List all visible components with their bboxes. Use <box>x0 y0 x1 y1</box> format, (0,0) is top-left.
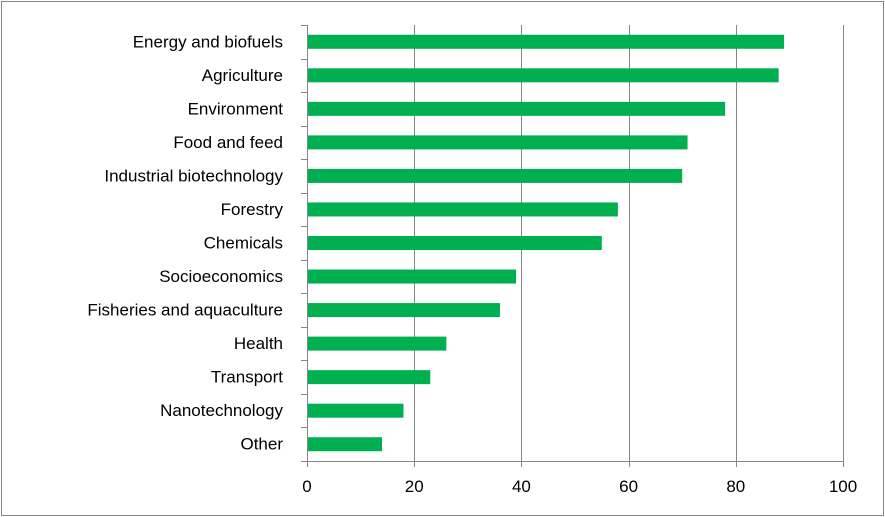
bar-12 <box>307 437 383 452</box>
axes <box>301 25 844 467</box>
bar-6 <box>307 236 602 250</box>
bars <box>307 34 785 452</box>
x-tick-label-0: 0 <box>302 477 311 496</box>
bar-10 <box>307 370 431 385</box>
category-label-0: Energy and biofuels <box>133 32 283 51</box>
bar-7 <box>307 269 517 284</box>
bar-1 <box>307 68 779 83</box>
category-label-6: Chemicals <box>204 234 283 253</box>
bar-11 <box>307 403 404 418</box>
category-label-9: Health <box>234 334 283 353</box>
x-tick-label-100: 100 <box>829 477 857 496</box>
category-label-10: Transport <box>211 368 283 387</box>
bar-3 <box>307 135 688 150</box>
category-label-3: Food and feed <box>173 133 283 152</box>
category-label-12: Other <box>240 435 283 454</box>
tick-labels: 0 20 40 60 80 100 <box>302 477 857 496</box>
category-label-4: Industrial biotechnology <box>104 166 283 185</box>
bar-8 <box>307 303 500 318</box>
category-label-2: Environment <box>188 99 284 118</box>
category-label-7: Socioeconomics <box>159 267 283 286</box>
x-tick-label-40: 40 <box>512 477 531 496</box>
category-label-11: Nanotechnology <box>160 401 283 420</box>
bar-2 <box>307 101 726 116</box>
x-tick-label-80: 80 <box>726 477 745 496</box>
category-label-8: Fisheries and aquaculture <box>87 301 283 320</box>
category-labels: Energy and biofuels Agriculture Environmen… <box>87 32 283 453</box>
bar-4 <box>307 168 683 183</box>
bar-0 <box>307 34 785 49</box>
x-tick-label-60: 60 <box>619 477 638 496</box>
bar-9 <box>307 336 447 351</box>
bar-5 <box>307 202 618 217</box>
category-label-5: Forestry <box>221 200 284 219</box>
category-label-1: Agriculture <box>202 66 283 85</box>
x-tick-label-20: 20 <box>405 477 424 496</box>
